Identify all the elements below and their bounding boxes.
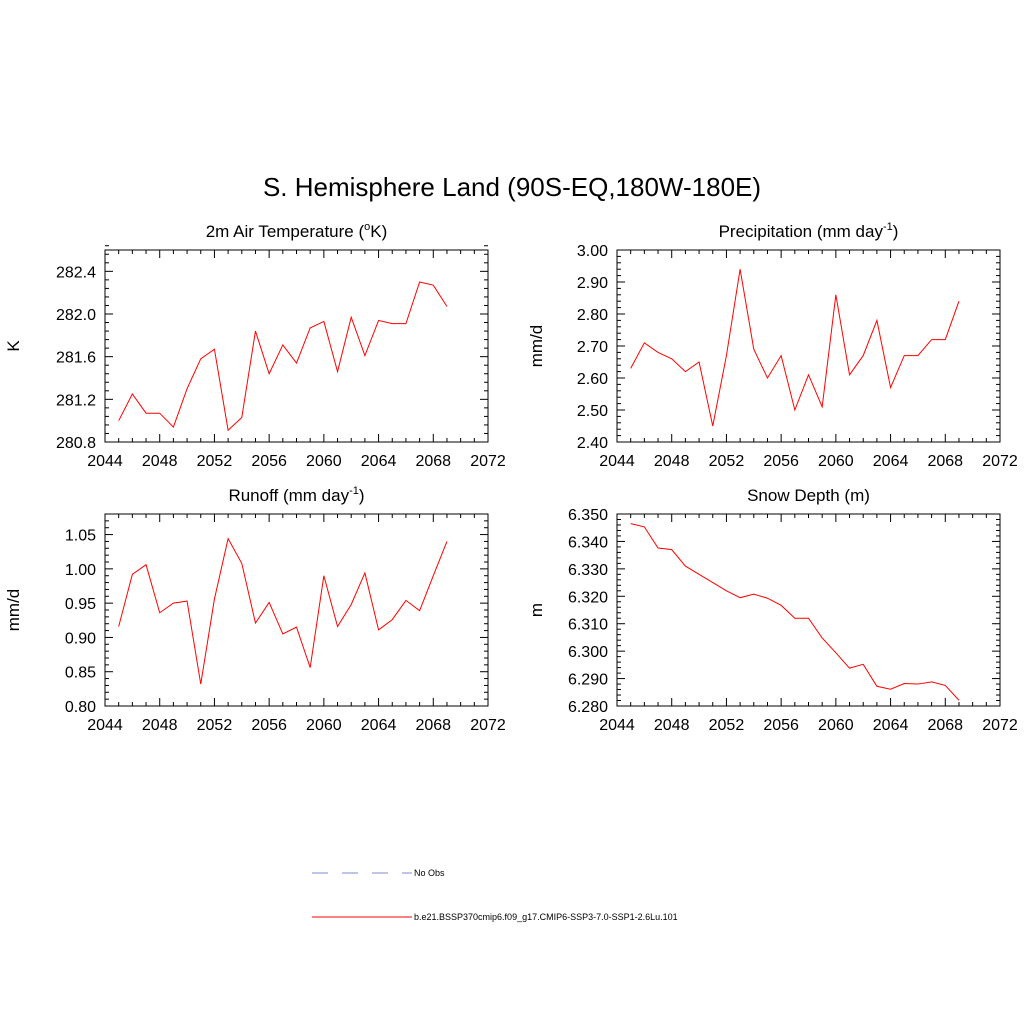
x-tick-label: 2048 (654, 717, 690, 734)
y-tick-label: 280.8 (56, 435, 96, 452)
x-tick-label: 2060 (818, 717, 854, 734)
panel-title-suffix: ) (893, 222, 899, 241)
x-tick-label: 2052 (197, 717, 233, 734)
y-tick-label: 0.90 (65, 630, 96, 647)
x-tick-label: 2056 (251, 453, 287, 470)
x-tick-label: 2064 (873, 453, 909, 470)
y-tick-label: 2.50 (577, 403, 608, 420)
x-tick-label: 2072 (470, 717, 506, 734)
panel-title-superscript: o (364, 221, 370, 233)
x-tick-label: 2056 (251, 717, 287, 734)
y-axis-label: m (527, 603, 546, 617)
x-tick-label: 2068 (927, 453, 963, 470)
legend-model-label: b.e21.BSSP370cmip6.f09_g17.CMIP6-SSP3-7.… (414, 912, 678, 922)
y-axis-label: mm/d (4, 589, 23, 632)
x-tick-label: 2068 (415, 717, 451, 734)
y-tick-label: 0.95 (65, 596, 96, 613)
legend-obs-label: No Obs (414, 868, 445, 878)
panel-title-superscript: -1 (883, 221, 893, 233)
series-line (630, 269, 960, 427)
x-tick-label: 2052 (709, 717, 745, 734)
y-tick-label: 6.330 (568, 562, 608, 579)
y-tick-label: 6.290 (568, 672, 608, 689)
y-tick-label: 6.310 (568, 617, 608, 634)
legend: No Obs b.e21.BSSP370cmip6.f09_g17.CMIP6-… (312, 868, 678, 922)
x-tick-label: 2052 (197, 453, 233, 470)
plot-frame (104, 249, 489, 443)
x-tick-label: 2060 (818, 453, 854, 470)
panel-title: Snow Depth (m) (747, 486, 870, 505)
panels: 2m Air Temperature (oK) 2044 2048 2052 2056 2… (4, 221, 1018, 734)
y-tick-label: 281.2 (56, 392, 96, 409)
plot-frame (616, 249, 1001, 443)
x-tick-label: 2044 (599, 453, 635, 470)
series-line (118, 537, 448, 685)
x-tick-label: 2048 (142, 717, 178, 734)
y-tick-label: 2.90 (577, 275, 608, 292)
y-axis-label: K (4, 340, 23, 352)
x-tick-label: 2044 (87, 717, 123, 734)
y-tick-label: 1.00 (65, 562, 96, 579)
x-tick-label: 2064 (873, 717, 909, 734)
y-tick-label: 1.05 (65, 528, 96, 545)
y-tick-label: 3.00 (577, 243, 608, 260)
x-tick-label: 2044 (87, 453, 123, 470)
x-tick-label: 2072 (470, 453, 506, 470)
panel-title: Runoff (mm day-1) (228, 485, 364, 505)
y-tick-label: 2.80 (577, 307, 608, 324)
y-tick-label: 6.340 (568, 534, 608, 551)
panel-snow-depth: Snow Depth (m) 2044 2048 2052 2056 2060 2064 20… (527, 486, 1018, 734)
plot-frame (104, 513, 489, 707)
x-tick-label: 2048 (142, 453, 178, 470)
x-tick-label: 2064 (361, 453, 397, 470)
panel-title-suffix: K) (370, 222, 387, 241)
x-tick-label: 2060 (306, 453, 342, 470)
figure-title: S. Hemisphere Land (90S-EQ,180W-180E) (263, 172, 761, 202)
x-tick-label: 2064 (361, 717, 397, 734)
y-tick-label: 2.60 (577, 371, 608, 388)
x-tick-label: 2072 (982, 717, 1018, 734)
y-tick-label: 0.80 (65, 699, 96, 716)
x-tick-label: 2072 (982, 453, 1018, 470)
x-tick-label: 2048 (654, 453, 690, 470)
panel-precipitation: Precipitation (mm day-1) 2044 2048 2052 2056… (527, 221, 1018, 470)
panel-runoff: Runoff (mm day-1) 2044 2048 2052 2056 2060 206… (4, 485, 506, 734)
x-tick-label: 2052 (709, 453, 745, 470)
y-axis-label: mm/d (527, 325, 546, 368)
x-tick-label: 2056 (763, 453, 799, 470)
panel-title: 2m Air Temperature (oK) (206, 221, 388, 241)
series-line (630, 523, 960, 701)
y-tick-label: 0.85 (65, 665, 96, 682)
panel-title-superscript: -1 (349, 485, 359, 497)
y-tick-label: 2.40 (577, 435, 608, 452)
plot-frame (616, 513, 1001, 707)
y-tick-label: 6.300 (568, 644, 608, 661)
y-tick-label: 282.4 (56, 264, 96, 281)
y-tick-label: 6.320 (568, 589, 608, 606)
panel-title-suffix: ) (359, 486, 365, 505)
y-tick-label: 281.6 (56, 350, 96, 367)
y-tick-label: 6.280 (568, 699, 608, 716)
y-tick-label: 282.0 (56, 307, 96, 324)
y-tick-label: 2.70 (577, 339, 608, 356)
panel-title: Precipitation (mm day-1) (719, 221, 899, 241)
panel-temperature: 2m Air Temperature (oK) 2044 2048 2052 2056 2… (4, 221, 506, 470)
x-tick-label: 2068 (415, 453, 451, 470)
series-line (118, 281, 448, 432)
x-tick-label: 2044 (599, 717, 635, 734)
x-tick-label: 2068 (927, 717, 963, 734)
x-tick-label: 2060 (306, 717, 342, 734)
y-tick-label: 6.350 (568, 507, 608, 524)
x-tick-label: 2056 (763, 717, 799, 734)
